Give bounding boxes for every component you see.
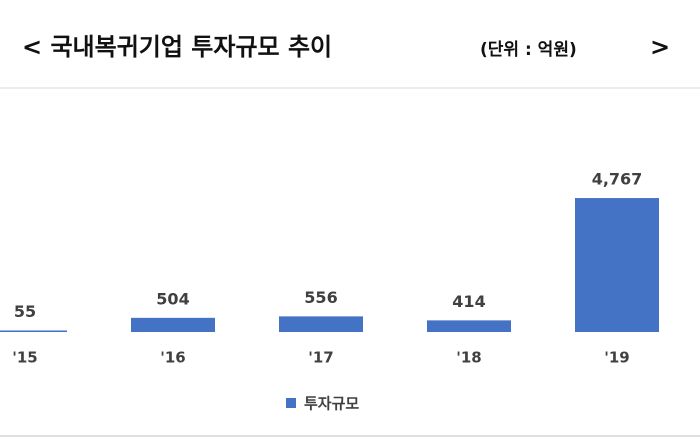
data-label: 414 (452, 292, 485, 311)
bar (427, 320, 511, 332)
x-tick-label: '16 (160, 349, 185, 367)
chart-title: < 국내복귀기업 투자규모 추이 (22, 33, 332, 61)
bar (279, 316, 363, 332)
bar (131, 317, 215, 332)
x-tick-label: '17 (308, 349, 333, 367)
data-label: 556 (304, 288, 337, 307)
bar (0, 330, 67, 332)
data-label: 55 (14, 302, 36, 321)
legend-swatch (286, 398, 296, 408)
x-tick-label: '19 (604, 349, 629, 367)
chart-subtitle: (단위 : 억원) (480, 40, 577, 60)
x-tick-label: '15 (12, 349, 37, 367)
x-tick-label: '18 (456, 349, 481, 367)
data-label: 4,767 (592, 170, 643, 189)
bar (575, 198, 659, 332)
legend-label: 투자규모 (304, 395, 359, 413)
data-label: 504 (156, 289, 189, 308)
title-suffix: > (650, 33, 670, 61)
